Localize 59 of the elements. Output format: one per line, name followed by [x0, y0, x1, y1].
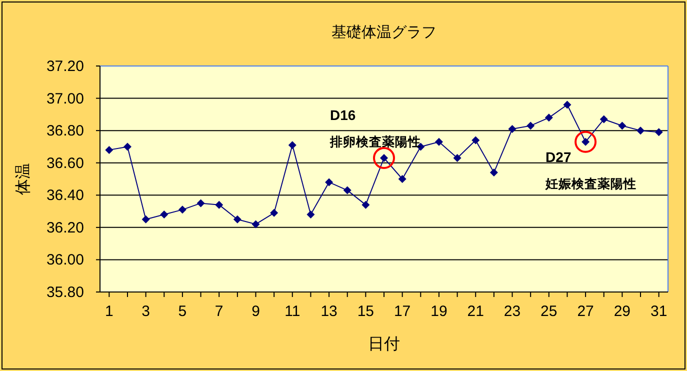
- x-tick-label: 19: [430, 303, 448, 320]
- x-tick-label: 25: [540, 303, 558, 320]
- x-tick-label: 7: [214, 303, 224, 320]
- x-tick-label: 31: [650, 303, 668, 320]
- annotation: D16: [330, 107, 356, 124]
- y-tick-label: 36.20: [46, 219, 84, 236]
- point: [178, 206, 186, 214]
- point: [288, 141, 296, 150]
- point: [636, 126, 645, 135]
- y-tick-label: 37.20: [46, 58, 84, 75]
- x-tick-label: 9: [252, 303, 260, 320]
- point: [196, 199, 205, 208]
- point: [160, 210, 168, 219]
- point: [325, 178, 334, 186]
- x-tick-label: 27: [577, 303, 594, 320]
- y-axis-title: 体温: [15, 163, 32, 195]
- y-tick-label: 35.80: [46, 284, 84, 301]
- point: [508, 124, 516, 133]
- x-tick-label: 29: [614, 303, 631, 320]
- point: [270, 208, 278, 217]
- y-tick-label: 36.60: [46, 154, 84, 172]
- annotation: 排卵検査薬陽性: [329, 134, 421, 150]
- point: [654, 128, 663, 136]
- chart-title: 基礎体温グラフ: [332, 24, 436, 41]
- point: [544, 114, 553, 122]
- point: [215, 200, 224, 209]
- point: [618, 122, 626, 130]
- x-tick-label: 3: [142, 303, 150, 320]
- annotation: D27: [546, 148, 572, 165]
- y-tick-label: 37.00: [46, 90, 84, 108]
- x-tick-label: 11: [284, 303, 300, 320]
- point: [105, 146, 114, 154]
- point: [398, 175, 406, 183]
- annotation: 妊娠検査薬陽性: [544, 176, 637, 191]
- point: [362, 200, 370, 209]
- x-axis-title: 日付: [368, 336, 400, 353]
- x-tick-label: 15: [357, 303, 374, 320]
- point: [233, 215, 242, 224]
- point: [142, 215, 150, 224]
- x-tick-label: 21: [467, 303, 484, 320]
- x-tick-label: 17: [394, 303, 411, 320]
- point: [343, 186, 352, 194]
- point: [123, 142, 132, 151]
- point: [434, 138, 443, 146]
- point: [563, 100, 572, 109]
- point: [526, 122, 535, 130]
- x-tick-label: 13: [320, 303, 338, 320]
- point: [453, 154, 462, 162]
- point: [600, 115, 608, 124]
- y-tick-label: 36.40: [46, 187, 84, 204]
- point: [252, 220, 260, 228]
- x-tick-label: 1: [104, 303, 114, 320]
- y-tick-label: 36.00: [46, 252, 84, 269]
- x-tick-label: 23: [504, 303, 521, 320]
- point: [472, 136, 480, 144]
- y-tick-label: 36.80: [46, 122, 84, 140]
- x-tick-label: 5: [178, 303, 187, 320]
- point: [306, 210, 315, 219]
- point: [490, 168, 498, 177]
